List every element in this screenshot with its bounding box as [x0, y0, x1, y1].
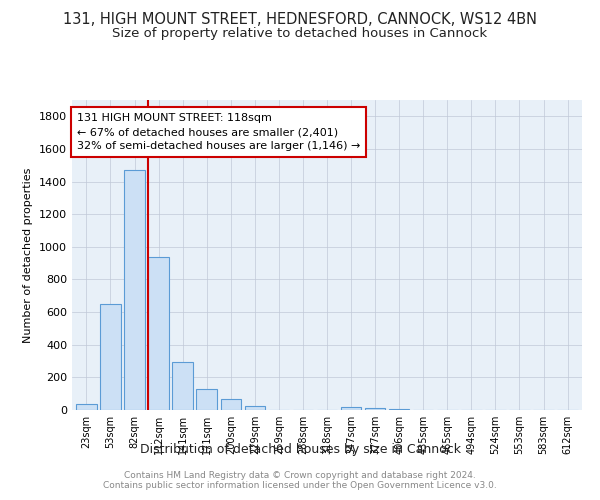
- Text: Distribution of detached houses by size in Cannock: Distribution of detached houses by size …: [139, 442, 461, 456]
- Bar: [341, 406, 361, 410]
- Bar: [245, 406, 265, 410]
- Y-axis label: Number of detached properties: Number of detached properties: [23, 168, 34, 342]
- Text: Contains HM Land Registry data © Crown copyright and database right 2024.
Contai: Contains HM Land Registry data © Crown c…: [103, 470, 497, 490]
- Bar: [196, 389, 217, 410]
- Text: 131 HIGH MOUNT STREET: 118sqm
← 67% of detached houses are smaller (2,401)
32% o: 131 HIGH MOUNT STREET: 118sqm ← 67% of d…: [77, 113, 360, 151]
- Text: Size of property relative to detached houses in Cannock: Size of property relative to detached ho…: [112, 28, 488, 40]
- Bar: [172, 362, 193, 410]
- Bar: [100, 304, 121, 410]
- Bar: [76, 404, 97, 410]
- Text: 131, HIGH MOUNT STREET, HEDNESFORD, CANNOCK, WS12 4BN: 131, HIGH MOUNT STREET, HEDNESFORD, CANN…: [63, 12, 537, 28]
- Bar: [365, 408, 385, 410]
- Bar: [221, 400, 241, 410]
- Bar: [148, 256, 169, 410]
- Bar: [124, 170, 145, 410]
- Bar: [389, 409, 409, 410]
